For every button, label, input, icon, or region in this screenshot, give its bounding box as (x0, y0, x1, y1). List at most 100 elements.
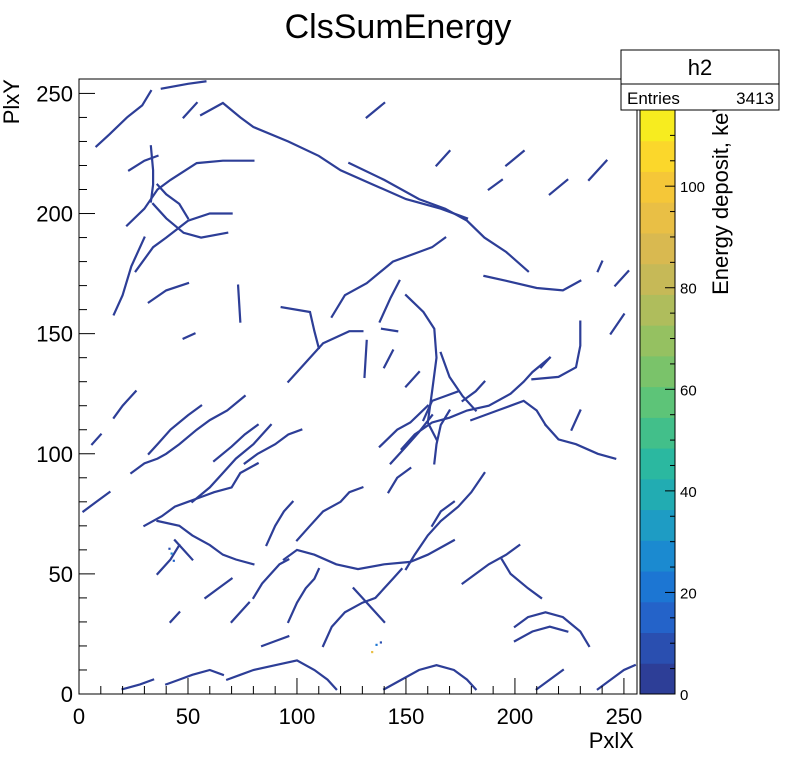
cluster-track (168, 610, 181, 624)
cluster-track (613, 269, 630, 288)
y-axis-label: PlxY (0, 79, 24, 125)
cluster-track (321, 567, 404, 648)
cluster-track (382, 664, 478, 691)
cluster-track (149, 145, 155, 203)
y-tick-label: 250 (36, 81, 73, 106)
cluster-track (142, 461, 260, 528)
cluster-track (386, 466, 412, 494)
cluster-track (430, 500, 456, 528)
color-bar-band (640, 232, 675, 265)
cluster-track (182, 332, 196, 340)
cluster-track (404, 471, 486, 571)
cluster-track (347, 161, 530, 273)
cluster-track (539, 356, 552, 369)
color-bar: 0 20 40 60 80 100 (639, 109, 705, 704)
cluster-track (190, 423, 273, 504)
cluster-track (265, 500, 295, 547)
cluster-track (504, 149, 526, 168)
color-bar-band (640, 448, 675, 480)
x-tick-label: 200 (497, 704, 534, 729)
cluster-track (112, 389, 138, 420)
cluster-track (286, 567, 321, 624)
cluster-track (160, 80, 207, 90)
y-tick-label: 50 (49, 562, 73, 587)
cluster-track (609, 312, 626, 336)
x-tick-label: 100 (279, 704, 316, 729)
cluster-track (404, 370, 421, 389)
cluster-track (543, 423, 617, 460)
cluster-track (513, 611, 591, 648)
z-axis-label: Energy deposit, keV (708, 98, 733, 295)
cluster-track (483, 274, 582, 292)
cluster-track (365, 101, 386, 119)
color-bar-band (640, 202, 675, 234)
cluster-track (461, 380, 486, 403)
z-tick-label: 100 (680, 179, 705, 196)
stats-box-frame (620, 49, 780, 111)
stats-box: h2 Entries 3413 (620, 49, 780, 111)
data-layer (81, 80, 637, 691)
cluster-track (112, 236, 146, 316)
cluster-track (587, 159, 609, 182)
cluster-track (400, 356, 552, 451)
hot-pixel (170, 552, 173, 555)
color-bar-band (640, 386, 675, 418)
y-tick-label: 150 (36, 322, 73, 347)
z-tick-label: 0 (680, 687, 688, 704)
x-axis-label: PxlX (589, 728, 635, 753)
color-bar-band (640, 263, 675, 295)
cluster-track (596, 260, 604, 273)
z-tick-label: 60 (680, 382, 697, 399)
z-tick-label: 80 (680, 281, 697, 298)
cluster-track (212, 423, 260, 463)
axes: 0 50 100 150 200 250 0 50 100 150 200 250 (36, 81, 642, 729)
cluster-track (127, 154, 159, 172)
cluster-track (421, 389, 460, 422)
color-bar-band (640, 294, 675, 326)
cluster-track (548, 178, 569, 196)
cluster-track (570, 409, 582, 432)
cluster-track (513, 625, 569, 643)
cluster-track (389, 413, 434, 465)
cluster-track (125, 159, 255, 228)
cluster-track (182, 101, 199, 119)
cluster-track (225, 659, 338, 691)
cluster-track (352, 586, 386, 624)
cluster-track (129, 394, 247, 475)
cluster-track (230, 601, 251, 624)
x-tick-label: 50 (176, 704, 200, 729)
cluster-track (330, 236, 447, 319)
cluster-track (487, 178, 504, 192)
cluster-track (286, 330, 364, 384)
cluster-track (378, 279, 401, 324)
cluster-track (434, 149, 452, 168)
hot-pixel (172, 559, 175, 562)
cluster-track (280, 305, 321, 350)
stats-entries-label: Entries (627, 89, 680, 108)
cluster-track (295, 485, 364, 542)
cluster-track (164, 668, 225, 686)
color-bar-band (640, 540, 675, 572)
y-tick-label: 100 (36, 442, 73, 467)
cluster-track (236, 284, 242, 323)
color-bar-band (640, 171, 675, 203)
cluster-track (500, 557, 543, 600)
color-bar-band (640, 571, 675, 603)
y-tick-label: 0 (61, 682, 73, 707)
cluster-track (147, 404, 203, 456)
cluster-track (596, 663, 637, 691)
cluster-track (461, 543, 521, 586)
cluster-track (173, 538, 194, 562)
x-tick-label: 250 (606, 704, 643, 729)
x-tick-label: 150 (388, 704, 425, 729)
cluster-track (81, 490, 112, 513)
cluster-track (94, 89, 153, 148)
hot-pixel (379, 641, 382, 644)
cluster-track (251, 558, 290, 600)
cluster-track (243, 428, 303, 465)
cluster-track (439, 351, 478, 413)
stats-entries-value: 3413 (736, 89, 774, 108)
cluster-track (203, 577, 234, 600)
cluster-track (155, 183, 190, 220)
cluster-track (90, 432, 103, 446)
